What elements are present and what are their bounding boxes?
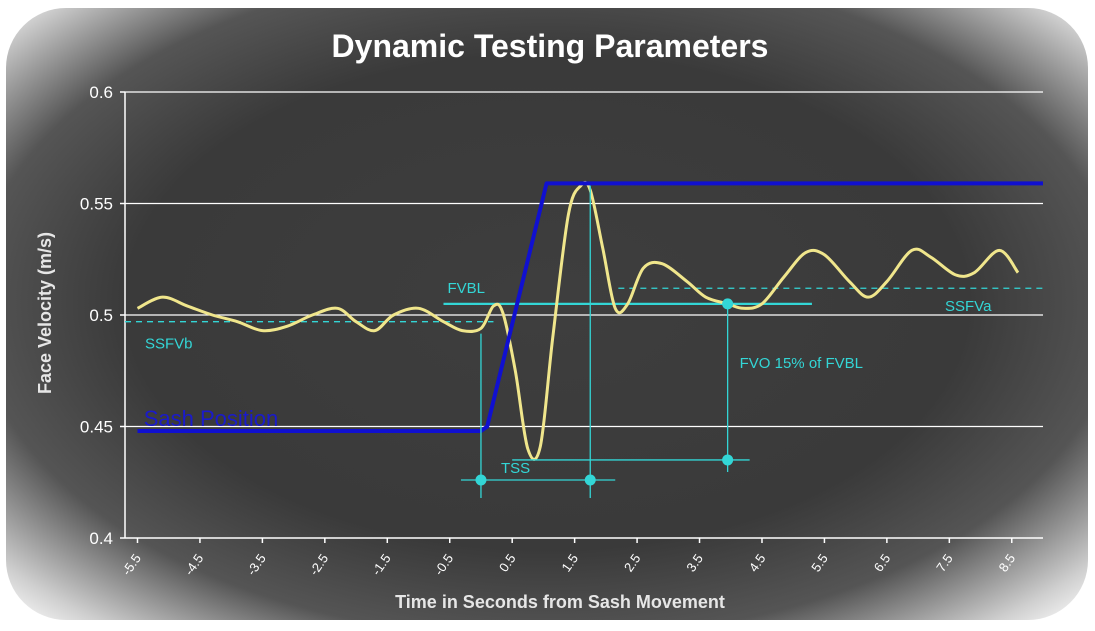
y-axis-ticks: 0.4 0.45 0.5 0.55 0.6 [80,83,113,548]
ssfva-label: SSFVa [945,298,992,315]
x-tick-label: 2.5 [621,551,644,574]
tss-start-marker [475,474,487,486]
x-tick-label: 4.5 [746,551,769,574]
x-tick-label: -0.5 [431,551,456,578]
tss-end-marker [584,474,596,486]
x-tick-label: -5.5 [119,551,144,578]
fvbl-label: FVBL [447,280,485,297]
y-tick-label: 0.6 [89,83,113,102]
sash-position-label: Sash Position [144,406,279,431]
x-tick-label: -2.5 [306,551,331,578]
face-velocity-line [136,180,1020,461]
x-tick-label: 3.5 [683,551,706,574]
fvo-marker [722,454,734,466]
ssfvb-label: SSFVb [145,336,193,353]
x-tick-label: -4.5 [181,551,206,578]
annotations: FVBL SSFVb SSFVa TSS FVO 15% of FVBL Sash Pos… [144,185,992,498]
reference-lines [125,287,1043,323]
y-tick-label: 0.4 [89,529,113,548]
x-tick-label: 1.5 [558,551,581,574]
fvbl-marker [722,298,734,310]
x-tick-label: -3.5 [244,551,269,578]
x-tick-label: 0.5 [496,551,519,574]
x-tick-label: 7.5 [933,551,956,574]
y-tick-label: 0.45 [80,418,113,437]
sash-position-line [137,181,1043,433]
x-tick-label: 6.5 [871,551,894,574]
tss-label: TSS [501,460,530,477]
x-axis-ticks: -5.5 -4.5 -3.5 -2.5 -1.5 -0.5 0.5 1.5 2.5 3.5 4.5 5… [119,551,1018,578]
chart-background [6,8,1088,620]
chart-title: Dynamic Testing Parameters [332,28,769,64]
gridlines [120,91,1043,543]
x-tick-label: 8.5 [996,551,1019,574]
y-tick-label: 0.5 [89,306,113,325]
x-axis-label: Time in Seconds from Sash Movement [395,592,725,612]
y-tick-label: 0.55 [80,195,113,214]
series-lines [136,180,1043,461]
x-tick-label: 5.5 [808,551,831,574]
y-axis-label: Face Velocity (m/s) [35,232,55,394]
x-tick-label: -1.5 [369,551,394,578]
fvo-label: FVO 15% of FVBL [740,355,863,372]
